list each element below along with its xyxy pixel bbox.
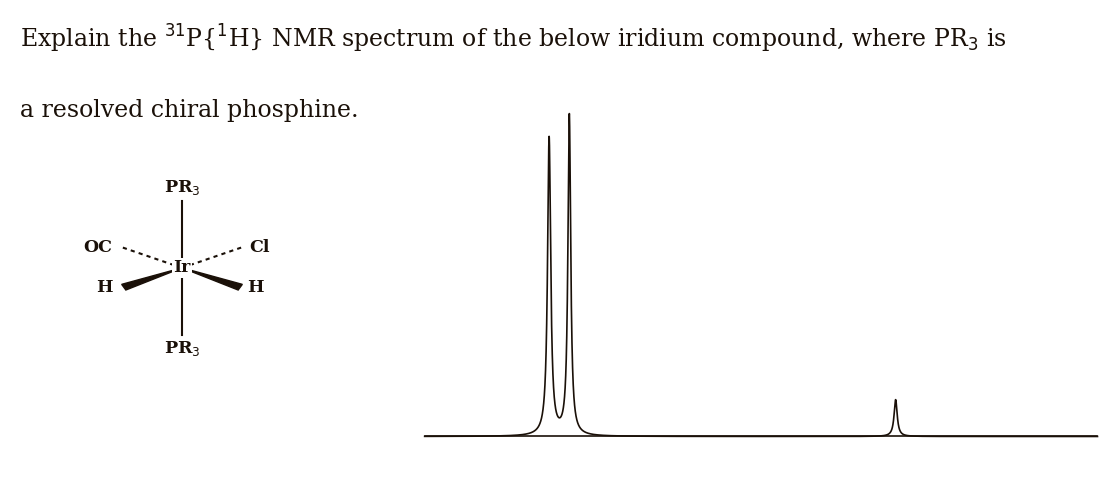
Text: H: H: [247, 279, 264, 296]
Polygon shape: [182, 268, 243, 290]
Text: a resolved chiral phosphine.: a resolved chiral phosphine.: [20, 99, 358, 122]
Polygon shape: [121, 268, 182, 290]
Text: OC: OC: [84, 239, 113, 255]
Text: PR$_3$: PR$_3$: [163, 339, 201, 358]
Text: Cl: Cl: [249, 239, 270, 255]
Text: H: H: [96, 279, 113, 296]
Text: Ir: Ir: [173, 259, 191, 276]
Text: PR$_3$: PR$_3$: [163, 178, 201, 197]
Text: Explain the $^{31}$P{$^{1}$H} NMR spectrum of the below iridium compound, where : Explain the $^{31}$P{$^{1}$H} NMR spectr…: [20, 22, 1006, 55]
